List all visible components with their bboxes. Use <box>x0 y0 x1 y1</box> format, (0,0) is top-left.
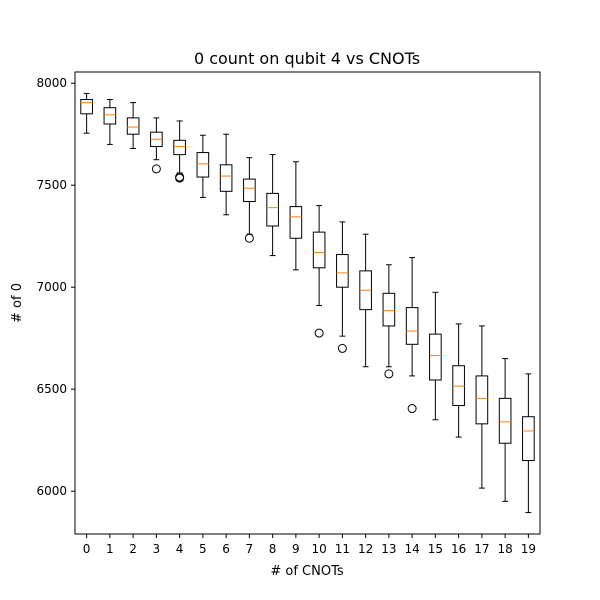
x-tick-label: 15 <box>428 542 443 556</box>
iqr-box <box>173 139 186 156</box>
iqr-box <box>312 231 326 269</box>
iqr-box <box>429 333 442 381</box>
iqr-box <box>452 365 465 406</box>
x-tick-label: 17 <box>474 542 489 556</box>
y-tick-label: 8000 <box>36 76 67 90</box>
outlier-point <box>384 369 394 379</box>
box-group <box>289 161 303 271</box>
outlier-point <box>407 404 417 414</box>
box-group <box>452 323 465 438</box>
x-tick-label: 3 <box>153 542 161 556</box>
x-tick-label: 11 <box>335 542 350 556</box>
iqr-box <box>405 307 419 345</box>
box-group <box>359 233 372 368</box>
outlier-point <box>175 172 185 182</box>
box-group <box>196 134 210 198</box>
box-group <box>126 102 140 149</box>
iqr-box <box>382 292 396 327</box>
iqr-box <box>522 416 535 462</box>
outlier-point <box>337 343 347 353</box>
y-tick-label: 7500 <box>36 178 67 192</box>
x-tick-label: 16 <box>451 542 466 556</box>
outlier-point <box>314 328 324 338</box>
x-axis-label: # of CNOTs <box>270 564 344 579</box>
x-tick-label: 14 <box>404 542 419 556</box>
box-group <box>219 133 233 216</box>
box-group <box>103 99 117 145</box>
boxes-layer <box>80 92 535 514</box>
iqr-box <box>196 152 210 178</box>
x-tick-label: 6 <box>222 542 230 556</box>
iqr-box <box>219 164 233 192</box>
y-axis-ticks: 6000 6500 7000 7500 8000 <box>36 76 75 498</box>
box-group <box>150 117 163 174</box>
box-group <box>80 92 93 134</box>
box-group <box>266 154 279 257</box>
x-tick-label: 4 <box>176 542 184 556</box>
x-tick-label: 19 <box>521 542 536 556</box>
x-tick-label: 13 <box>381 542 396 556</box>
x-tick-label: 5 <box>199 542 207 556</box>
box-group <box>173 120 186 183</box>
iqr-box <box>498 397 512 444</box>
plot-area-frame <box>74 71 541 535</box>
x-tick-label: 12 <box>358 542 373 556</box>
iqr-box <box>475 375 489 425</box>
outlier-point <box>151 164 161 174</box>
iqr-box <box>289 206 303 239</box>
y-tick-label: 6500 <box>36 382 67 396</box>
box-group <box>498 358 512 502</box>
box-group <box>243 157 256 243</box>
iqr-box <box>126 117 140 135</box>
box-group <box>382 264 396 379</box>
x-tick-label: 2 <box>129 542 137 556</box>
iqr-box <box>103 107 117 125</box>
box-group <box>475 325 489 489</box>
x-tick-label: 10 <box>311 542 326 556</box>
outlier-point <box>244 233 254 243</box>
iqr-box <box>266 192 279 227</box>
x-tick-label: 8 <box>269 542 277 556</box>
box-group <box>522 373 535 514</box>
x-tick-label: 9 <box>292 542 300 556</box>
chart-title: 0 count on qubit 4 vs CNOTs <box>194 49 420 68</box>
box-group <box>312 205 326 338</box>
y-tick-label: 7000 <box>36 280 67 294</box>
iqr-box <box>336 254 349 288</box>
x-tick-label: 0 <box>83 542 91 556</box>
x-axis-ticks: 0 1 2 3 4 5 6 7 8 9 10 11 12 13 14 15 16 17 18 19 <box>83 534 536 556</box>
x-tick-label: 1 <box>106 542 114 556</box>
x-tick-label: 18 <box>497 542 512 556</box>
box-group <box>429 291 442 421</box>
iqr-box <box>80 99 93 115</box>
x-tick-label: 7 <box>246 542 254 556</box>
y-axis-label: # of 0 <box>10 283 25 323</box>
box-group <box>336 221 349 353</box>
box-group <box>405 257 419 414</box>
iqr-box <box>243 178 256 203</box>
y-tick-label: 6000 <box>36 484 67 498</box>
